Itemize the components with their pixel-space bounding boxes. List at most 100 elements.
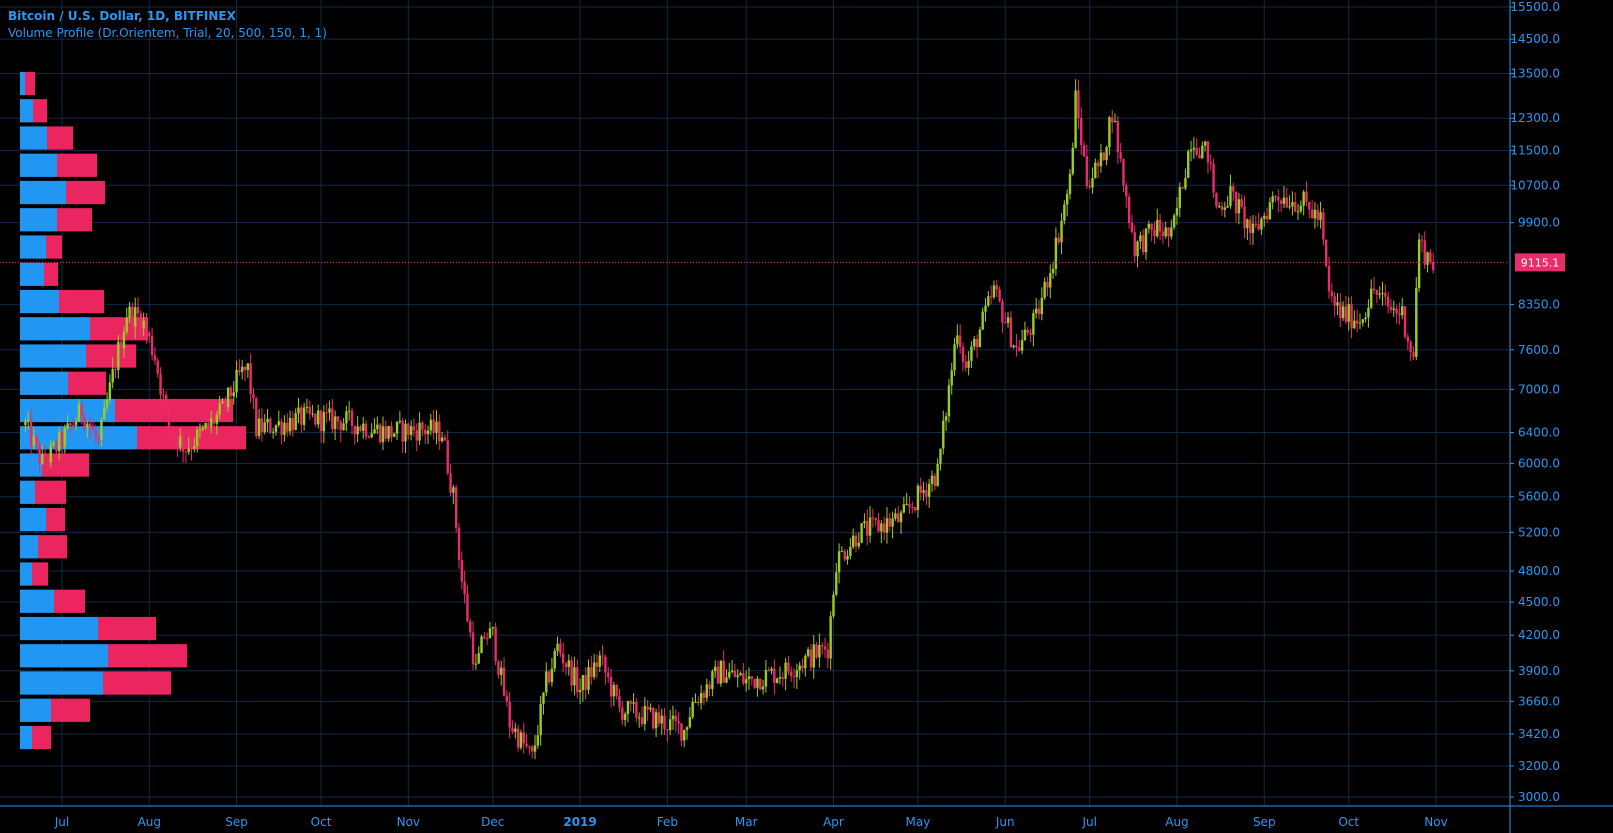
candle-up — [257, 418, 261, 436]
candle-down — [471, 632, 475, 665]
candle-down — [269, 418, 272, 433]
candle-down — [131, 306, 134, 327]
candle-up — [553, 650, 556, 669]
vp-bar-down — [35, 480, 66, 504]
candle-down — [657, 712, 661, 724]
candle-down — [432, 419, 435, 433]
candle-down — [874, 518, 877, 521]
candle-up — [714, 666, 717, 672]
candle-up — [837, 551, 841, 573]
candle-down — [559, 643, 562, 654]
candle-down — [1029, 332, 1032, 335]
y-tick-label: 3000.0 — [1518, 790, 1560, 804]
candle-down — [350, 410, 354, 426]
vp-bar-down — [38, 535, 67, 559]
candle-up — [764, 670, 768, 687]
candle-up — [1108, 117, 1111, 148]
time-axis[interactable]: Jul Aug Sep Oct Nov Dec 2019 Feb Mar Apr May Jun Jul… — [54, 815, 1448, 829]
candle-down — [933, 475, 937, 487]
candle-up — [899, 512, 903, 523]
candle-up — [418, 422, 421, 441]
candle-up — [1378, 293, 1381, 295]
candle-down — [1240, 199, 1243, 207]
candle-up — [775, 678, 779, 684]
candle-up — [198, 429, 202, 431]
candle-up — [1268, 202, 1272, 220]
candle-up — [643, 706, 647, 725]
candle-down — [139, 313, 143, 329]
vp-bar-up — [20, 289, 59, 314]
candle-up — [1341, 306, 1345, 319]
candle-up — [711, 671, 714, 690]
candle-up — [283, 422, 286, 435]
candle-down — [364, 423, 368, 437]
candle-up — [105, 399, 109, 408]
candle-down — [300, 407, 303, 425]
vp-bar-down — [32, 562, 48, 586]
candle-up — [894, 513, 897, 519]
candle-up — [373, 429, 376, 434]
candle-up — [1023, 329, 1027, 341]
candle-up — [1381, 292, 1384, 294]
candle-up — [649, 707, 652, 710]
candle-down — [787, 662, 790, 672]
candle-down — [1195, 147, 1198, 155]
candle-up — [930, 475, 934, 484]
vp-bar-down — [54, 589, 85, 613]
candle-down — [958, 335, 962, 347]
last-price-tag — [1515, 253, 1565, 272]
candle-down — [697, 701, 700, 703]
candle-down — [961, 346, 965, 362]
candle-up — [1251, 223, 1255, 233]
candle-down — [1389, 306, 1393, 310]
candle-down — [1265, 215, 1269, 220]
price-axis[interactable]: 15500.0 14500.0 13500.0 12300.0 11500.0 10700… — [1510, 0, 1565, 804]
candle-down — [1004, 322, 1007, 324]
vp-bar-down — [42, 453, 89, 477]
candle-down — [136, 307, 140, 314]
vp-bar-down — [57, 153, 97, 177]
candle-down — [1080, 118, 1083, 146]
candle-down — [212, 418, 216, 424]
candle-up — [1049, 273, 1052, 288]
candle-up — [556, 643, 559, 651]
candle-up — [987, 296, 990, 306]
candle-down — [1015, 345, 1018, 348]
y-tick-label: 15500.0 — [1510, 0, 1560, 14]
candle-up — [942, 420, 945, 449]
candle-up — [1164, 227, 1167, 237]
candle-down — [1198, 154, 1201, 159]
candle-down — [815, 644, 818, 658]
candle-up — [221, 401, 224, 404]
candle-up — [480, 636, 483, 654]
y-tick-label: 5600.0 — [1518, 490, 1560, 504]
candle-down — [449, 473, 452, 493]
candle-up — [756, 678, 759, 688]
candle-down — [561, 653, 565, 664]
candle-down — [170, 429, 174, 436]
candle-up — [294, 413, 297, 430]
candle-up — [981, 311, 984, 330]
candle-up — [840, 551, 844, 553]
candle-down — [1274, 196, 1277, 198]
candle-down — [91, 427, 95, 431]
y-tick-label: 6400.0 — [1518, 426, 1560, 440]
candle-up — [274, 425, 278, 432]
candle-up — [1417, 239, 1421, 288]
candle-up — [922, 490, 925, 493]
candle-up — [1361, 319, 1364, 323]
candle-up — [671, 715, 675, 720]
x-tick-label: Nov — [1424, 815, 1447, 829]
candle-down — [384, 426, 387, 439]
candle-up — [778, 677, 782, 679]
candle-down — [1158, 219, 1162, 232]
vp-bar-up — [20, 153, 57, 177]
candle-up — [1094, 162, 1097, 179]
y-tick-label: 3900.0 — [1518, 664, 1560, 678]
vp-bar-down — [25, 71, 35, 96]
candle-down — [1209, 162, 1212, 164]
candle-up — [984, 305, 987, 312]
candle-down — [1215, 192, 1218, 207]
x-tick-label: Oct — [311, 815, 332, 829]
